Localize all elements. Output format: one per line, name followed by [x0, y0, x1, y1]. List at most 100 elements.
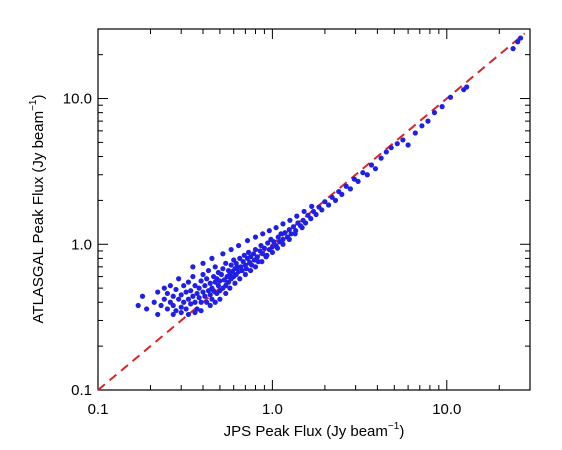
data-point [178, 292, 184, 298]
data-point [188, 301, 194, 307]
data-point [378, 155, 384, 161]
data-point [196, 285, 202, 291]
data-point [302, 220, 309, 226]
data-point [209, 255, 215, 261]
data-point [176, 276, 182, 282]
y-axis-label: ATLASGAL Peak Flux (Jy beam−1) [28, 95, 47, 324]
data-point [198, 308, 204, 314]
data-point [242, 271, 248, 278]
data-point [170, 293, 176, 299]
data-point [192, 283, 198, 289]
tick-labels: 0.1 1.0 10.0 0.1 1.0 10.0 [63, 91, 462, 418]
data-point [439, 104, 445, 110]
data-point [217, 296, 223, 302]
data-point [158, 302, 164, 309]
data-point [215, 283, 221, 289]
data-point [252, 246, 259, 253]
data-point [139, 293, 146, 299]
data-point [223, 283, 229, 289]
data-point [237, 255, 243, 261]
data-point [464, 84, 470, 90]
data-point [167, 283, 173, 289]
data-point [207, 280, 213, 286]
data-point [144, 306, 150, 312]
data-point [161, 296, 167, 302]
data-point [217, 278, 223, 284]
data-point [292, 231, 298, 237]
data-point [202, 283, 208, 289]
data-point [261, 245, 268, 251]
data-point [220, 266, 226, 272]
data-point [355, 178, 361, 185]
data-point [190, 273, 196, 280]
data-point [173, 308, 179, 314]
data-point [510, 46, 516, 52]
data-point [135, 302, 141, 309]
data-point [181, 283, 187, 289]
data-point [192, 299, 198, 305]
data-point [265, 240, 271, 246]
data-point [425, 118, 431, 124]
data-point [245, 249, 252, 255]
data-point [313, 211, 319, 218]
data-point [280, 236, 286, 242]
data-point [200, 289, 206, 295]
data-point [368, 162, 375, 168]
data-point [198, 299, 204, 305]
data-point [329, 194, 335, 200]
data-point [196, 295, 202, 301]
data-point [207, 302, 213, 309]
data-points [135, 35, 524, 318]
data-point [287, 217, 293, 223]
data-point [204, 299, 210, 305]
data-point [274, 245, 281, 251]
data-point [286, 227, 292, 233]
data-point [192, 309, 198, 316]
data-point [282, 230, 288, 236]
data-point [360, 170, 366, 176]
data-point [185, 279, 192, 285]
data-point [273, 225, 279, 231]
data-point [228, 262, 234, 268]
data-point [223, 260, 229, 266]
data-point [264, 252, 270, 258]
data-point [431, 110, 438, 116]
data-point [400, 137, 406, 143]
data-point [178, 309, 184, 316]
data-point [299, 225, 305, 231]
plot-frame [97, 28, 531, 391]
data-point [161, 285, 167, 291]
data-point [232, 280, 238, 286]
data-point [388, 145, 394, 151]
data-point [351, 176, 357, 182]
data-point [188, 288, 194, 294]
data-point [260, 231, 266, 237]
data-point [225, 267, 232, 274]
y-tick-label: 1.0 [71, 236, 92, 253]
data-point [280, 221, 286, 227]
data-point [319, 207, 325, 213]
data-point [309, 203, 315, 209]
data-point [332, 197, 339, 203]
data-point [151, 299, 157, 305]
data-point [347, 186, 353, 192]
data-point [185, 296, 192, 302]
data-point [252, 234, 259, 240]
data-point [260, 251, 266, 257]
data-point [286, 236, 292, 242]
data-point [185, 311, 192, 318]
data-point [228, 246, 234, 253]
data-point [244, 237, 251, 244]
data-point [447, 94, 454, 100]
data-point [190, 264, 196, 270]
x-axis-label: JPS Peak Flux (Jy beam−1) [224, 421, 405, 440]
data-point [173, 286, 179, 293]
data-point [220, 251, 226, 257]
data-point [241, 252, 247, 258]
data-point [178, 304, 184, 310]
data-point [212, 299, 218, 305]
data-point [155, 289, 161, 295]
axis-ticks [97, 28, 531, 391]
data-point [200, 260, 206, 266]
